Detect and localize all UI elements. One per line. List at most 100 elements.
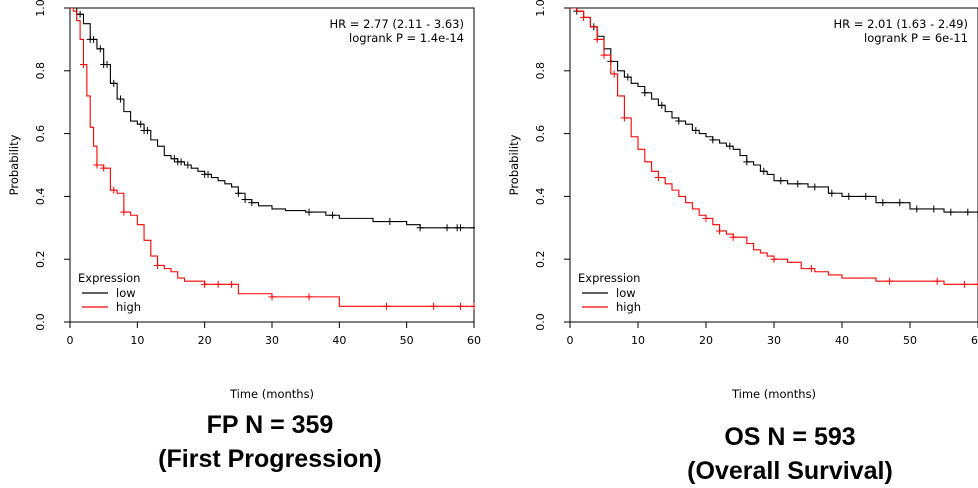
x-axis-label: Time (months) [229, 387, 314, 401]
censor-mark-low [306, 209, 313, 216]
censor-mark-low [178, 158, 185, 165]
y-tick-label: 0.8 [34, 62, 47, 80]
y-tick-label: 0.4 [34, 188, 47, 206]
censor-mark-high [934, 278, 941, 285]
caption-fp: FP N = 359 (First Progression) [100, 408, 440, 476]
censor-mark-high [383, 303, 390, 310]
censor-mark-low [117, 96, 124, 103]
y-tick-label: 0.2 [34, 250, 47, 268]
censor-mark-low [777, 177, 784, 184]
stat-annotation: HR = 2.01 (1.63 - 2.49) [834, 17, 969, 31]
censor-mark-high [601, 52, 608, 59]
censor-mark-low [930, 205, 937, 212]
censor-mark-low [675, 118, 682, 125]
km-curve-high [570, 8, 978, 284]
censor-mark-high [80, 61, 87, 68]
x-tick-label: 0 [567, 334, 574, 347]
censor-mark-low [811, 183, 818, 190]
censor-mark-high [961, 281, 968, 288]
y-axis-label: Probability [7, 134, 21, 195]
x-tick-label: 40 [332, 334, 346, 347]
censor-mark-low [242, 196, 249, 203]
censor-mark-high [716, 227, 723, 234]
censor-mark-high [730, 234, 737, 241]
caption-os-line-1: OS N = 593 [602, 420, 978, 454]
censor-mark-low [896, 199, 903, 206]
censor-mark-low [104, 61, 111, 68]
stat-annotation: logrank P = 6e-11 [864, 31, 968, 45]
censor-mark-low [457, 224, 464, 231]
x-tick-label: 10 [631, 334, 645, 347]
censor-mark-high [611, 70, 618, 77]
stat-annotation: logrank P = 1.4e-14 [349, 31, 464, 45]
censor-mark-high [808, 265, 815, 272]
censor-mark-low [184, 162, 191, 169]
censor-mark-low [964, 209, 971, 216]
censor-mark-high [655, 174, 662, 181]
censor-mark-low [658, 102, 665, 109]
censor-mark-high [621, 114, 628, 121]
censor-mark-high [975, 281, 978, 288]
censor-mark-low [692, 127, 699, 134]
censor-mark-high [771, 256, 778, 263]
y-tick-label: 0.6 [534, 125, 547, 143]
x-tick-label: 10 [130, 334, 144, 347]
stat-annotation: HR = 2.77 (2.11 - 3.63) [330, 17, 465, 31]
censor-mark-high [580, 14, 587, 21]
legend-title: Expression [78, 271, 140, 285]
censor-mark-high [886, 278, 893, 285]
y-tick-label: 0.2 [534, 250, 547, 268]
censor-mark-high [703, 215, 710, 222]
x-tick-label: 30 [265, 334, 279, 347]
x-tick-label: 60 [467, 334, 481, 347]
censor-mark-low [77, 11, 84, 18]
x-tick-label: 30 [767, 334, 781, 347]
censor-mark-low [913, 205, 920, 212]
y-tick-label: 1.0 [34, 0, 47, 17]
y-axis-label: Probability [507, 134, 521, 195]
y-tick-label: 0.0 [534, 313, 547, 331]
censor-mark-low [947, 209, 954, 216]
censor-mark-high [93, 162, 100, 169]
censor-mark-high [471, 303, 478, 310]
censor-mark-low [110, 80, 117, 87]
censor-mark-low [471, 224, 478, 231]
censor-mark-low [760, 168, 767, 175]
x-tick-label: 60 [971, 334, 978, 347]
caption-fp-line-1: FP N = 359 [100, 408, 440, 442]
censor-mark-low [137, 121, 144, 128]
censor-mark-high [457, 303, 464, 310]
legend-label-high: high [116, 300, 141, 314]
x-tick-label: 50 [400, 334, 414, 347]
censor-mark-high [228, 281, 235, 288]
censor-mark-high [306, 293, 313, 300]
legend-label-low: low [616, 286, 636, 300]
censor-mark-low [90, 36, 97, 43]
x-tick-label: 0 [67, 334, 74, 347]
censor-mark-high [215, 281, 222, 288]
censor-mark-high [100, 165, 107, 172]
legend-label-low: low [116, 286, 136, 300]
y-tick-label: 1.0 [534, 0, 547, 17]
km-curve-high [70, 8, 474, 306]
caption-os-line-2: (Overall Survival) [602, 454, 978, 488]
censor-mark-low [794, 180, 801, 187]
censor-mark-high [594, 36, 601, 43]
censor-mark-low [726, 143, 733, 150]
x-tick-label: 40 [835, 334, 849, 347]
censor-mark-low [641, 89, 648, 96]
censor-mark-low [171, 155, 178, 162]
censor-mark-low [743, 158, 750, 165]
censor-mark-low [386, 218, 393, 225]
censor-mark-high [201, 281, 208, 288]
y-tick-label: 0.8 [534, 62, 547, 80]
censor-mark-low [235, 190, 242, 197]
x-axis-label: Time (months) [731, 387, 816, 401]
censor-mark-low [845, 193, 852, 200]
censor-mark-low [144, 127, 151, 134]
censor-mark-low [624, 74, 631, 81]
censor-mark-low [862, 193, 869, 200]
censor-mark-low [879, 199, 886, 206]
